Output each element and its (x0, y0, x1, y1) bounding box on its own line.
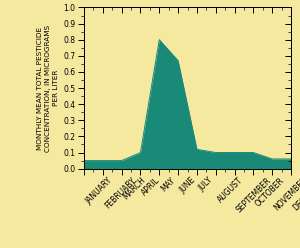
Y-axis label: MONTHLY MEAN TOTAL PESTICIDE
CONCENTRATION, IN MICROGRAMS
PER LITER: MONTHLY MEAN TOTAL PESTICIDE CONCENTRATI… (38, 25, 59, 152)
